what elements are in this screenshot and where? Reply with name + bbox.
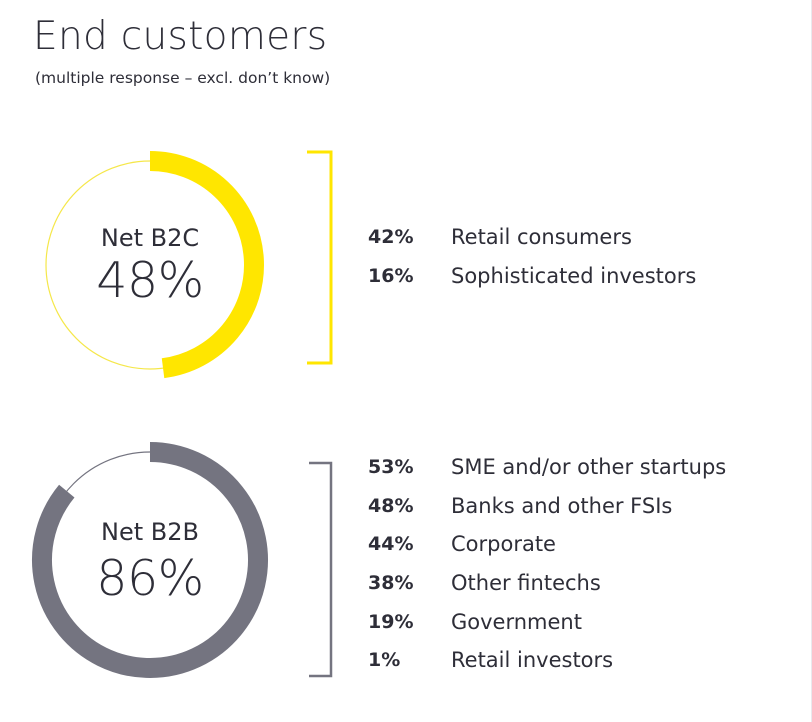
breakdown-percent: 1% — [368, 649, 401, 672]
breakdown-percent: 48% — [368, 494, 414, 517]
breakdown-category: Corporate — [451, 532, 556, 557]
page-title: End customers — [33, 14, 328, 59]
breakdown-percent: 16% — [368, 264, 414, 287]
b2b-donut-label: Net B2B — [101, 518, 199, 546]
breakdown-category: Banks and other FSIs — [451, 493, 673, 518]
breakdown-percent: 53% — [368, 456, 414, 478]
breakdown-category: SME and/or other startups — [451, 455, 727, 479]
b2b-donut-arc — [32, 442, 268, 678]
b2c-bracket — [307, 150, 333, 365]
b2c-donut-chart — [45, 151, 264, 379]
breakdown-percent: 38% — [368, 572, 414, 595]
breakdown-percent: 44% — [368, 533, 414, 556]
breakdown-category: Government — [451, 609, 582, 634]
breakdown-category: Retail consumers — [451, 225, 632, 249]
b2b-donut-chart — [32, 442, 268, 678]
breakdown-category: Retail investors — [451, 648, 614, 673]
breakdown-category: Sophisticated investors — [451, 263, 697, 288]
breakdown-category: Other fintechs — [451, 571, 601, 596]
breakdown-percent: 42% — [368, 226, 414, 248]
b2b-bracket — [309, 461, 333, 678]
b2c-donut-label: Net B2C — [100, 224, 200, 252]
breakdown-percent: 19% — [368, 610, 414, 633]
page-subtitle: (multiple response – excl. don’t know) — [35, 69, 331, 87]
b2c-donut-arc — [149, 151, 264, 379]
b2c-donut-value: 48% — [96, 252, 204, 309]
b2b-donut-value: 86% — [96, 550, 204, 607]
